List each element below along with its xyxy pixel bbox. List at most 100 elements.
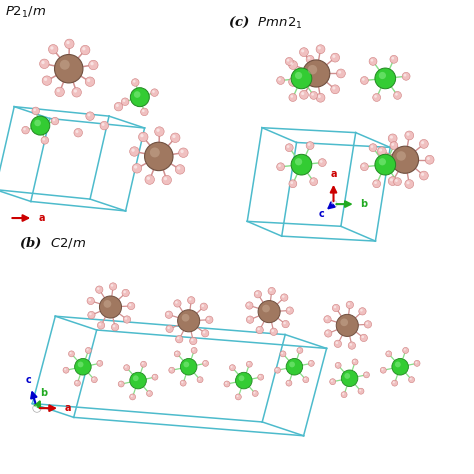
Circle shape: [421, 141, 424, 144]
Circle shape: [206, 316, 213, 323]
Circle shape: [23, 128, 26, 130]
Text: a: a: [65, 403, 71, 413]
Circle shape: [320, 160, 323, 163]
Circle shape: [361, 76, 368, 84]
Circle shape: [97, 287, 100, 290]
Circle shape: [109, 283, 117, 290]
Circle shape: [81, 46, 90, 55]
Circle shape: [103, 300, 111, 308]
Circle shape: [175, 352, 177, 354]
Circle shape: [92, 378, 94, 380]
Circle shape: [70, 352, 72, 354]
Circle shape: [374, 181, 377, 184]
Circle shape: [141, 108, 148, 116]
Circle shape: [404, 348, 406, 351]
Circle shape: [392, 380, 398, 386]
Circle shape: [419, 171, 428, 180]
Circle shape: [197, 377, 203, 383]
Circle shape: [404, 74, 406, 77]
Circle shape: [22, 127, 29, 134]
Circle shape: [128, 302, 135, 310]
Circle shape: [114, 102, 123, 111]
Circle shape: [129, 304, 131, 306]
Circle shape: [318, 95, 321, 98]
Circle shape: [278, 164, 281, 167]
Circle shape: [402, 159, 410, 166]
Circle shape: [256, 326, 264, 334]
Circle shape: [246, 361, 252, 367]
Circle shape: [167, 327, 170, 329]
Circle shape: [88, 311, 95, 319]
Circle shape: [100, 121, 109, 130]
Circle shape: [326, 331, 328, 334]
Circle shape: [360, 309, 363, 311]
Circle shape: [285, 144, 293, 152]
Circle shape: [200, 303, 208, 310]
Circle shape: [407, 181, 410, 184]
Circle shape: [64, 368, 66, 370]
Circle shape: [191, 338, 193, 341]
Circle shape: [365, 322, 368, 325]
Circle shape: [181, 150, 184, 153]
Circle shape: [282, 295, 284, 298]
Circle shape: [224, 381, 230, 387]
Circle shape: [352, 359, 358, 365]
Circle shape: [421, 173, 424, 176]
Text: c: c: [319, 209, 324, 219]
Circle shape: [359, 389, 361, 392]
Circle shape: [99, 323, 101, 326]
Circle shape: [69, 351, 74, 357]
Circle shape: [427, 157, 430, 160]
Circle shape: [146, 391, 153, 396]
Circle shape: [340, 319, 348, 326]
Circle shape: [287, 381, 289, 383]
Circle shape: [51, 117, 59, 125]
Circle shape: [88, 299, 91, 301]
Circle shape: [425, 155, 434, 164]
Circle shape: [113, 325, 115, 328]
Circle shape: [342, 393, 344, 395]
Circle shape: [404, 160, 406, 163]
Circle shape: [60, 60, 70, 70]
Circle shape: [254, 291, 262, 298]
Circle shape: [123, 316, 131, 323]
Circle shape: [247, 362, 249, 365]
Circle shape: [289, 362, 295, 367]
Circle shape: [320, 74, 323, 77]
Circle shape: [44, 78, 47, 81]
Circle shape: [419, 139, 428, 148]
Circle shape: [91, 377, 97, 383]
Circle shape: [337, 69, 346, 78]
Circle shape: [289, 61, 298, 70]
Circle shape: [303, 60, 330, 87]
Circle shape: [373, 93, 381, 101]
Circle shape: [151, 89, 158, 96]
Text: (c)  $Pmn2_1$: (c) $Pmn2_1$: [228, 14, 302, 29]
Circle shape: [78, 362, 83, 367]
Text: (b)  $C2/m$: (b) $C2/m$: [18, 236, 86, 251]
Circle shape: [331, 53, 339, 62]
Circle shape: [152, 374, 158, 380]
Circle shape: [73, 89, 77, 92]
Circle shape: [48, 45, 58, 54]
Circle shape: [237, 395, 238, 397]
Circle shape: [393, 178, 401, 186]
Circle shape: [96, 286, 103, 293]
Circle shape: [189, 298, 191, 301]
Circle shape: [230, 366, 233, 368]
Text: a: a: [38, 213, 45, 223]
Circle shape: [42, 76, 52, 85]
Circle shape: [289, 77, 298, 86]
Circle shape: [86, 112, 94, 120]
Circle shape: [287, 145, 290, 148]
Circle shape: [133, 80, 136, 83]
Circle shape: [316, 93, 325, 102]
Circle shape: [111, 284, 113, 287]
Circle shape: [365, 373, 367, 375]
Circle shape: [335, 362, 341, 368]
Circle shape: [74, 380, 81, 386]
Circle shape: [162, 175, 172, 185]
Circle shape: [254, 392, 255, 394]
Circle shape: [379, 148, 382, 152]
Circle shape: [55, 55, 83, 83]
